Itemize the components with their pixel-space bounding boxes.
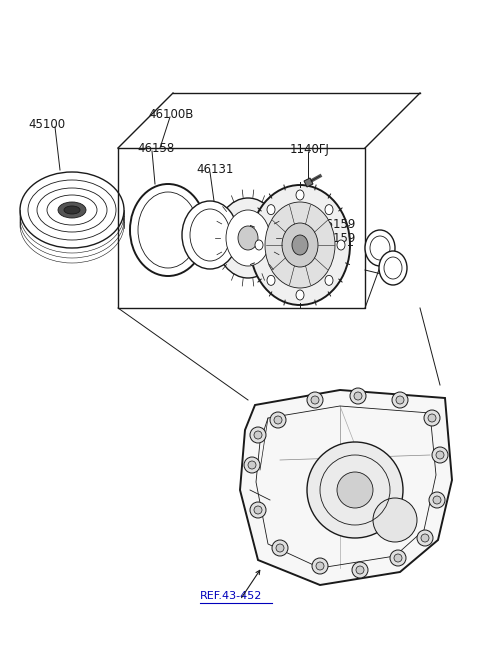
Text: 1140FJ: 1140FJ [290, 143, 330, 156]
Ellipse shape [267, 205, 275, 215]
Ellipse shape [384, 257, 402, 279]
Text: 46131: 46131 [196, 163, 233, 176]
Ellipse shape [325, 276, 333, 285]
Text: 45100: 45100 [28, 118, 65, 131]
Ellipse shape [296, 290, 304, 300]
Ellipse shape [64, 206, 80, 214]
Ellipse shape [58, 202, 86, 218]
Polygon shape [304, 178, 313, 187]
Circle shape [428, 414, 436, 422]
Circle shape [244, 457, 260, 473]
Circle shape [356, 566, 364, 574]
Circle shape [429, 492, 445, 508]
Circle shape [390, 550, 406, 566]
Text: 46159: 46159 [318, 232, 355, 245]
Circle shape [307, 442, 403, 538]
Circle shape [248, 461, 256, 469]
Ellipse shape [255, 240, 263, 250]
Circle shape [272, 540, 288, 556]
Ellipse shape [250, 185, 350, 305]
Ellipse shape [282, 223, 318, 267]
Circle shape [394, 554, 402, 562]
Circle shape [421, 534, 429, 542]
Circle shape [276, 544, 284, 552]
Circle shape [274, 416, 282, 424]
Ellipse shape [365, 230, 395, 266]
Text: REF.43-452: REF.43-452 [200, 591, 263, 601]
Ellipse shape [292, 235, 308, 255]
Circle shape [417, 530, 433, 546]
Ellipse shape [379, 251, 407, 285]
Ellipse shape [20, 172, 124, 248]
Circle shape [250, 427, 266, 443]
Ellipse shape [226, 210, 270, 266]
Text: 46158: 46158 [137, 142, 174, 155]
Ellipse shape [216, 198, 280, 278]
Circle shape [424, 410, 440, 426]
Circle shape [373, 498, 417, 542]
Ellipse shape [138, 192, 198, 268]
Circle shape [352, 562, 368, 578]
Ellipse shape [370, 236, 390, 260]
Circle shape [350, 388, 366, 404]
Polygon shape [240, 390, 452, 585]
Ellipse shape [182, 201, 238, 269]
Ellipse shape [130, 184, 206, 276]
Circle shape [337, 472, 373, 508]
Circle shape [312, 558, 328, 574]
Ellipse shape [296, 190, 304, 200]
Text: 46159: 46159 [318, 218, 355, 231]
Ellipse shape [325, 205, 333, 215]
Circle shape [254, 431, 262, 439]
Circle shape [432, 447, 448, 463]
Circle shape [392, 392, 408, 408]
Circle shape [307, 392, 323, 408]
Circle shape [254, 506, 262, 514]
Ellipse shape [238, 226, 258, 250]
Circle shape [396, 396, 404, 404]
Circle shape [311, 396, 319, 404]
Circle shape [436, 451, 444, 459]
Ellipse shape [267, 276, 275, 285]
Ellipse shape [265, 202, 335, 288]
Text: 46100B: 46100B [148, 108, 193, 121]
Circle shape [316, 562, 324, 570]
Ellipse shape [337, 240, 345, 250]
Circle shape [250, 502, 266, 518]
Ellipse shape [190, 209, 230, 261]
Circle shape [270, 412, 286, 428]
Circle shape [354, 392, 362, 400]
Circle shape [433, 496, 441, 504]
